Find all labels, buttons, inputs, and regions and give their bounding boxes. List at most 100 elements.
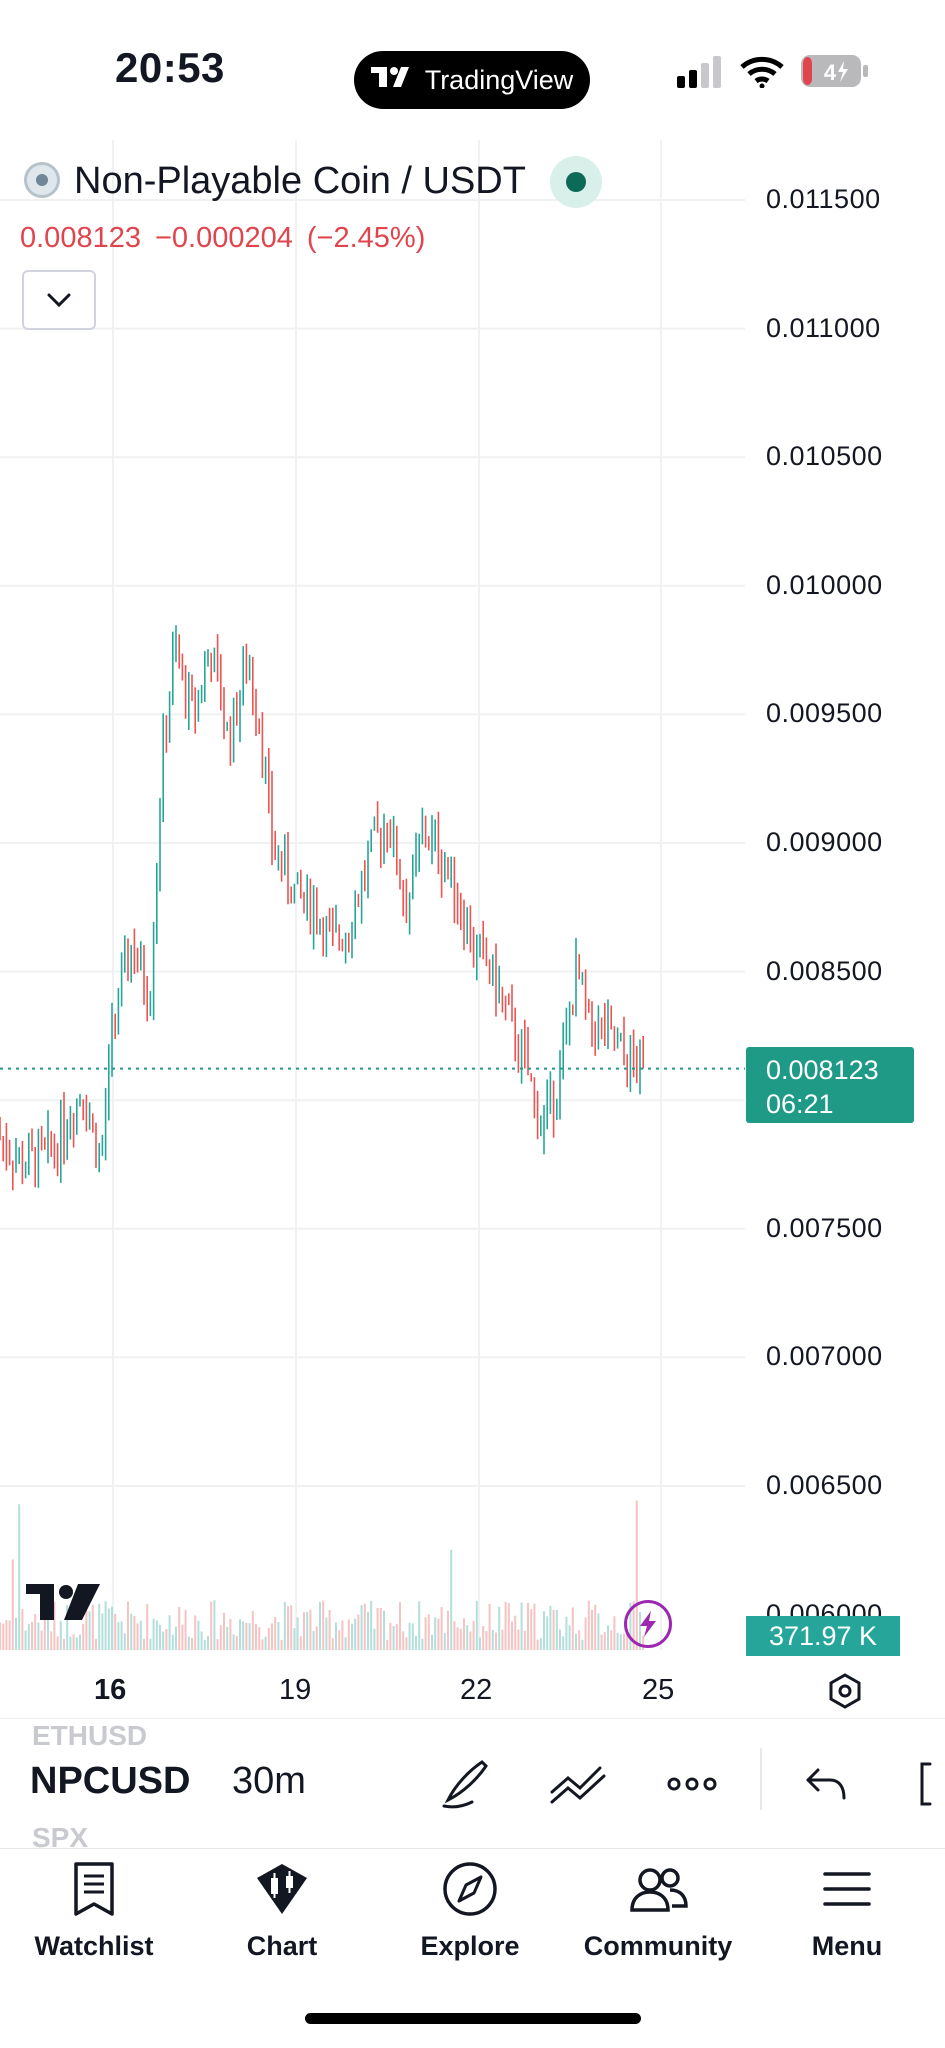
volume-bar <box>466 1625 469 1650</box>
price-axis-label: 0.009500 <box>766 698 883 729</box>
nav-watchlist[interactable]: Watchlist <box>4 1860 184 1962</box>
flash-button[interactable] <box>624 1600 672 1648</box>
volume-bar <box>274 1617 277 1650</box>
volume-bar <box>72 1634 75 1650</box>
undo-button[interactable] <box>800 1756 856 1817</box>
date-label: 16 <box>94 1674 127 1706</box>
symbol-selector[interactable]: NPCUSD <box>30 1760 191 1802</box>
volume-bar <box>578 1630 581 1650</box>
volume-bar <box>114 1613 117 1650</box>
volume-bar <box>584 1617 587 1650</box>
volume-bar <box>408 1622 411 1650</box>
volume-bar <box>328 1609 331 1650</box>
chart-grid <box>0 140 745 1650</box>
volume-bar <box>600 1634 603 1650</box>
volume-bar <box>95 1638 97 1650</box>
more-options-button[interactable] <box>664 1756 720 1817</box>
compass-icon <box>443 1862 497 1916</box>
indicators-button[interactable] <box>548 1756 610 1817</box>
volume-bar <box>459 1628 462 1650</box>
volume-bar <box>82 1623 85 1650</box>
volume-bar <box>587 1600 590 1650</box>
volume-bar <box>200 1631 203 1650</box>
volume-bar <box>546 1616 549 1650</box>
volume-bar <box>178 1606 181 1650</box>
change-percent: (−2.45%) <box>306 222 426 254</box>
volume-bar <box>223 1612 225 1650</box>
volume-bar <box>287 1606 289 1650</box>
collapse-legend-button[interactable] <box>22 270 96 330</box>
tradingview-pill[interactable]: TradingView <box>354 51 590 109</box>
price-axis-label: 0.010000 <box>766 569 883 600</box>
volume-bar <box>594 1604 597 1650</box>
volume-bar <box>357 1614 360 1650</box>
volume-bar <box>319 1602 321 1650</box>
chart-settings-button[interactable] <box>826 1672 864 1715</box>
volume-bar <box>344 1637 347 1650</box>
bar-countdown: 06:21 <box>766 1089 834 1119</box>
volume-bar <box>267 1627 270 1650</box>
volume-bar <box>613 1616 616 1650</box>
volume-bar <box>271 1623 273 1650</box>
volume-bar <box>434 1617 437 1650</box>
volume-bar <box>303 1612 305 1650</box>
volume-bar <box>2 1623 5 1650</box>
volume-bar <box>495 1632 497 1650</box>
volume-bar <box>581 1639 584 1650</box>
nav-community[interactable]: Community <box>568 1860 748 1962</box>
volume-bar <box>239 1619 241 1650</box>
volume-bar <box>616 1632 619 1650</box>
nav-chart[interactable]: Chart <box>192 1860 372 1962</box>
volume-bar <box>242 1621 245 1650</box>
price-axis-label: 0.007000 <box>766 1341 883 1372</box>
volume-bar <box>37 1622 40 1650</box>
volume-bar <box>415 1636 417 1650</box>
volume-bar <box>255 1624 257 1650</box>
volume-bar <box>229 1618 232 1650</box>
nav-explore[interactable]: Explore <box>380 1860 560 1962</box>
interval-selector[interactable]: 30m <box>232 1760 306 1802</box>
volume-bar <box>610 1630 613 1650</box>
volume-bar <box>181 1624 184 1650</box>
nav-label: Menu <box>811 1931 883 1961</box>
volume-bar <box>171 1634 174 1650</box>
nav-menu[interactable]: Menu <box>757 1860 937 1962</box>
volume-bar <box>453 1621 456 1650</box>
volume-bar <box>530 1609 533 1650</box>
volume-bar <box>290 1605 293 1650</box>
volume-bar <box>251 1610 254 1650</box>
volume-bar <box>79 1634 81 1650</box>
volume-bar <box>219 1625 222 1650</box>
price-chart[interactable] <box>0 140 945 1660</box>
tradingview-pill-label: TradingView <box>424 64 574 95</box>
volume-bar <box>31 1621 33 1650</box>
volume-bar <box>75 1637 78 1650</box>
volume-bar <box>63 1639 65 1650</box>
volume-bar <box>562 1636 565 1650</box>
prev-symbol[interactable]: ETHUSD <box>32 1720 148 1751</box>
volume-bar <box>24 1630 27 1650</box>
volume-bar <box>472 1620 475 1650</box>
volume-bar <box>338 1630 341 1650</box>
nav-label: Community <box>583 1931 733 1961</box>
volume-bar <box>520 1602 523 1650</box>
volume-bar <box>59 1621 62 1650</box>
volume-bar <box>197 1620 200 1650</box>
volume-bar <box>507 1603 510 1650</box>
volume-bar <box>501 1629 504 1650</box>
nav-label: Explore <box>420 1931 520 1961</box>
volume-bar <box>232 1634 235 1650</box>
symbol-title[interactable]: Non-Playable Coin / USDT <box>74 160 526 202</box>
volume-bar <box>101 1613 104 1650</box>
volume-bar <box>335 1622 337 1650</box>
volume-bar <box>341 1620 344 1650</box>
volume-bar <box>315 1626 318 1650</box>
drawing-tools-button[interactable] <box>436 1756 492 1817</box>
next-symbol[interactable]: SPX <box>32 1822 89 1853</box>
market-status-dot-icon[interactable] <box>550 156 602 208</box>
volume-bar <box>107 1608 110 1650</box>
fullscreen-button[interactable] <box>912 1756 945 1817</box>
volume-bar <box>431 1634 433 1650</box>
volume-bar <box>235 1635 238 1650</box>
volume-bar <box>159 1624 161 1650</box>
